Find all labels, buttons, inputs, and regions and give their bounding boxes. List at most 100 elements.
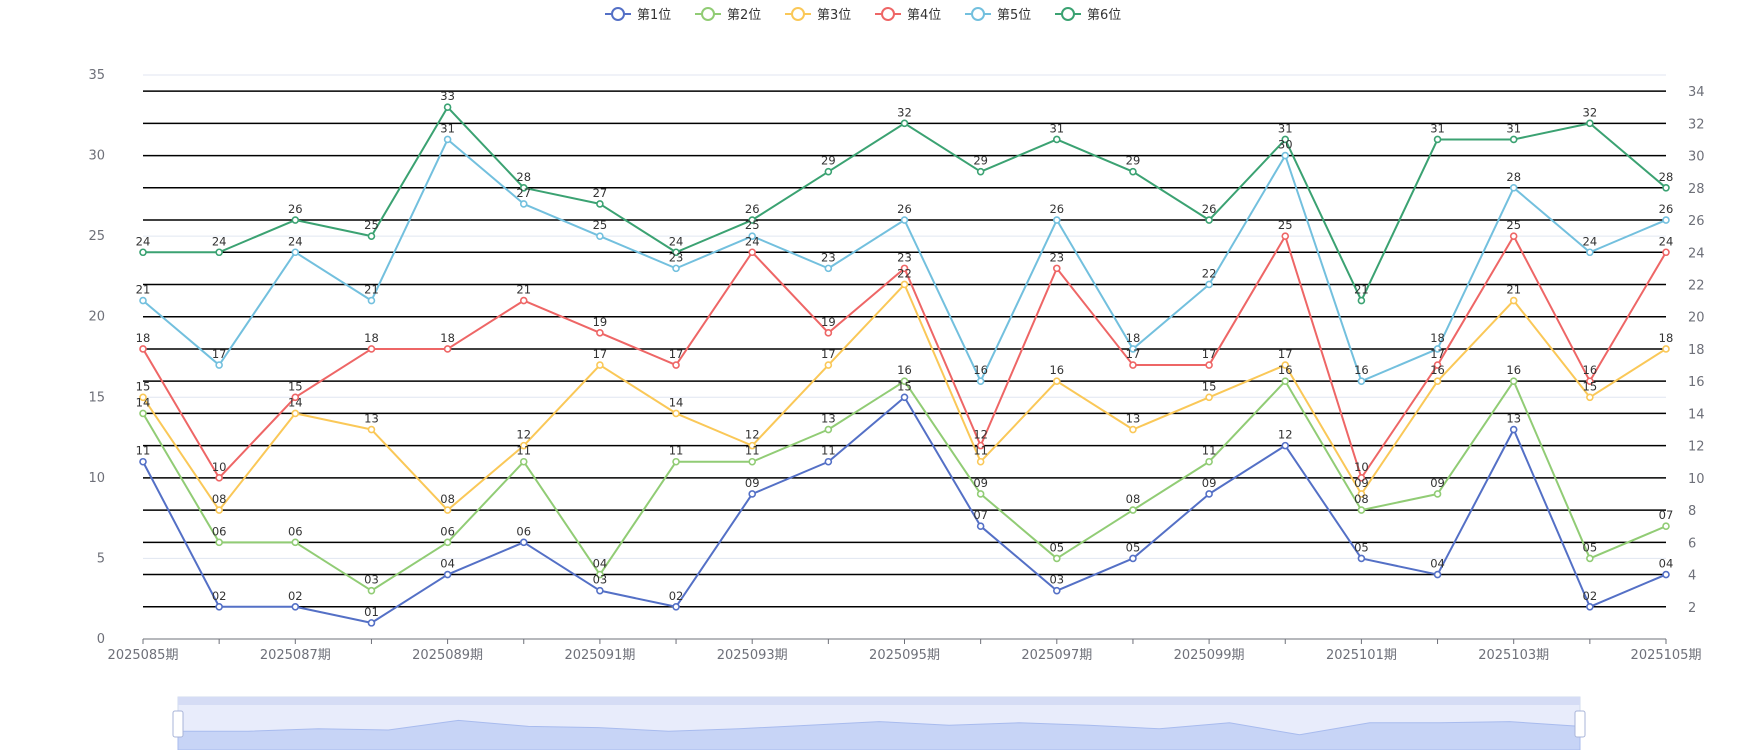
data-point[interactable]	[139, 457, 147, 466]
legend-item[interactable]: 第5位	[965, 7, 1031, 23]
data-point[interactable]	[672, 248, 680, 257]
data-point[interactable]	[1281, 377, 1290, 385]
data-point[interactable]	[367, 232, 376, 240]
data-point[interactable]	[900, 264, 909, 273]
data-point[interactable]	[1053, 216, 1061, 224]
data-point[interactable]	[900, 280, 909, 289]
data-point[interactable]	[976, 522, 985, 531]
data-point[interactable]	[139, 409, 147, 418]
data-point[interactable]	[139, 393, 147, 402]
data-point[interactable]	[519, 457, 528, 466]
data-point[interactable]	[443, 103, 452, 112]
data-point[interactable]	[1662, 570, 1670, 579]
zoom-handle-right[interactable]	[1574, 710, 1586, 738]
zoom-handle-left[interactable]	[172, 710, 184, 738]
data-point[interactable]	[596, 570, 604, 579]
data-point[interactable]	[1129, 361, 1137, 369]
data-point[interactable]	[367, 619, 376, 627]
data-point[interactable]	[672, 264, 680, 273]
data-point[interactable]	[215, 474, 223, 482]
data-point[interactable]	[976, 441, 985, 450]
data-point[interactable]	[1205, 393, 1213, 402]
data-point[interactable]	[748, 216, 757, 224]
data-point[interactable]	[443, 506, 452, 514]
data-point[interactable]	[976, 457, 985, 466]
data-point[interactable]	[976, 377, 985, 385]
data-point[interactable]	[900, 216, 909, 224]
data-point[interactable]	[1586, 602, 1594, 611]
data-point[interactable]	[1357, 296, 1366, 305]
data-point[interactable]	[1509, 232, 1518, 240]
data-point[interactable]	[367, 425, 376, 434]
data-point[interactable]	[139, 248, 147, 257]
data-point[interactable]	[748, 457, 757, 466]
data-point[interactable]	[1053, 264, 1061, 273]
legend-item[interactable]: 第1位	[605, 7, 671, 23]
data-point[interactable]	[291, 248, 300, 257]
data-point[interactable]	[1586, 554, 1594, 563]
data-point[interactable]	[1205, 361, 1213, 369]
data-point[interactable]	[1509, 296, 1518, 305]
data-point[interactable]	[900, 377, 909, 385]
data-point[interactable]	[976, 167, 985, 176]
data-point[interactable]	[1053, 554, 1061, 563]
data-point[interactable]	[215, 538, 223, 547]
data-point[interactable]	[596, 329, 604, 337]
data-point[interactable]	[1433, 377, 1442, 385]
legend-item[interactable]: 第2位	[695, 7, 761, 23]
data-point[interactable]	[1281, 135, 1290, 144]
data-point[interactable]	[1357, 490, 1366, 498]
data-point[interactable]	[291, 409, 300, 418]
data-point[interactable]	[824, 457, 833, 466]
data-point[interactable]	[596, 586, 604, 595]
data-point[interactable]	[1433, 361, 1442, 369]
data-point[interactable]	[672, 409, 680, 418]
data-point[interactable]	[519, 184, 528, 192]
data-point[interactable]	[672, 361, 680, 369]
data-point[interactable]	[1662, 345, 1670, 353]
data-point[interactable]	[139, 345, 147, 353]
data-point[interactable]	[1129, 425, 1137, 434]
data-point[interactable]	[443, 345, 452, 353]
data-point[interactable]	[976, 490, 985, 498]
data-point[interactable]	[1509, 184, 1518, 192]
data-point[interactable]	[443, 538, 452, 547]
data-point[interactable]	[672, 457, 680, 466]
data-point[interactable]	[1053, 377, 1061, 385]
data-point[interactable]	[443, 135, 452, 144]
data-point[interactable]	[748, 232, 757, 240]
data-point[interactable]	[1662, 248, 1670, 257]
data-point[interactable]	[519, 200, 528, 208]
data-zoom-slider[interactable]	[172, 696, 1586, 750]
data-point[interactable]	[1357, 554, 1366, 563]
data-point[interactable]	[1586, 119, 1594, 128]
data-point[interactable]	[1662, 522, 1670, 531]
data-point[interactable]	[1281, 441, 1290, 450]
data-point[interactable]	[824, 167, 833, 176]
data-point[interactable]	[1129, 345, 1137, 353]
data-point[interactable]	[1433, 135, 1442, 144]
data-point[interactable]	[519, 441, 528, 450]
data-point[interactable]	[1053, 135, 1061, 144]
data-point[interactable]	[1281, 232, 1290, 240]
data-point[interactable]	[824, 425, 833, 434]
data-point[interactable]	[1433, 570, 1442, 579]
data-point[interactable]	[215, 248, 223, 257]
data-point[interactable]	[1129, 506, 1137, 514]
data-point[interactable]	[1205, 457, 1213, 466]
data-point[interactable]	[139, 296, 147, 305]
data-point[interactable]	[1205, 280, 1213, 289]
data-point[interactable]	[1357, 506, 1366, 514]
data-point[interactable]	[215, 361, 223, 369]
data-point[interactable]	[596, 361, 604, 369]
data-point[interactable]	[1281, 151, 1290, 160]
data-point[interactable]	[291, 538, 300, 547]
data-point[interactable]	[748, 248, 757, 257]
data-point[interactable]	[443, 570, 452, 579]
zoom-top-bar[interactable]	[178, 697, 1580, 705]
data-point[interactable]	[1433, 345, 1442, 353]
data-point[interactable]	[596, 232, 604, 240]
data-point[interactable]	[1433, 490, 1442, 498]
legend-item[interactable]: 第3位	[785, 7, 851, 23]
data-point[interactable]	[1662, 216, 1670, 224]
